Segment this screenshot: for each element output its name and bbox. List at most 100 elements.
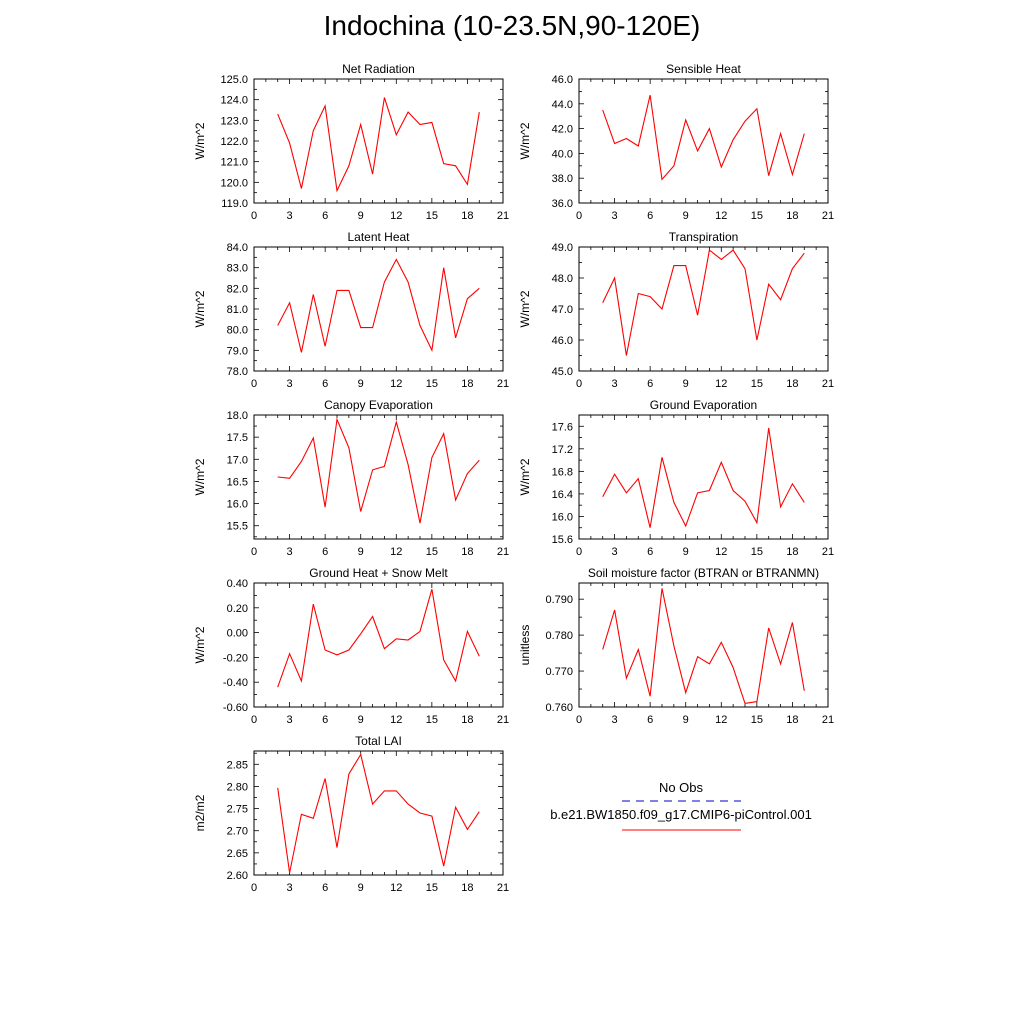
x-tick-label: 3 (612, 714, 618, 726)
y-tick-label: 122.0 (220, 136, 248, 148)
x-tick-label: 21 (822, 546, 834, 558)
x-tick-label: 0 (576, 546, 582, 558)
x-tick-label: 0 (251, 378, 257, 390)
series-line (277, 589, 480, 688)
x-tick-label: 0 (251, 882, 257, 894)
x-tick-label: 15 (426, 210, 438, 222)
y-tick-label: 0.780 (545, 630, 573, 642)
x-tick-label: 6 (322, 378, 328, 390)
y-tick-label: 121.0 (220, 157, 248, 169)
y-tick-label: 84.0 (227, 242, 248, 254)
y-axis-label: W/m^2 (518, 458, 532, 495)
y-axis-label: unitless (518, 625, 532, 666)
y-tick-label: 2.75 (227, 804, 248, 816)
y-tick-label: 0.00 (227, 628, 248, 640)
series-line (277, 258, 480, 353)
x-tick-label: 0 (576, 378, 582, 390)
legend: No Obs b.e21.BW1850.f09_g17.CMIP6-piContr… (550, 780, 812, 831)
y-tick-label: 0.770 (545, 666, 573, 678)
y-tick-label: 119.0 (221, 198, 248, 210)
chart-title: Canopy Evaporation (324, 398, 433, 412)
x-tick-label: 12 (390, 378, 402, 390)
chart-title: Total LAI (355, 734, 402, 748)
x-tick-label: 9 (683, 210, 689, 222)
x-tick-label: 15 (751, 546, 763, 558)
x-tick-label: 18 (461, 882, 473, 894)
y-tick-label: 16.0 (552, 511, 573, 523)
page-title: Indochina (10-23.5N,90-120E) (323, 10, 701, 41)
x-tick-label: 9 (683, 378, 689, 390)
y-tick-label: 17.2 (552, 444, 573, 456)
y-tick-label: 17.6 (552, 421, 573, 433)
x-tick-label: 21 (822, 714, 834, 726)
y-tick-label: 79.0 (227, 345, 248, 357)
y-tick-label: -0.60 (223, 702, 248, 714)
x-tick-label: 9 (358, 546, 364, 558)
x-tick-label: 15 (751, 714, 763, 726)
x-tick-label: 3 (612, 546, 618, 558)
x-tick-label: 6 (647, 210, 653, 222)
chart-title: Sensible Heat (666, 62, 741, 76)
x-tick-label: 9 (683, 714, 689, 726)
y-tick-label: 2.85 (227, 759, 248, 771)
x-tick-label: 15 (426, 882, 438, 894)
series-line (602, 588, 805, 705)
y-tick-label: -0.20 (223, 652, 248, 664)
y-tick-label: 16.4 (552, 489, 573, 501)
x-tick-label: 12 (715, 378, 727, 390)
plot-frame (578, 246, 829, 372)
y-tick-label: 47.0 (552, 304, 573, 316)
y-tick-label: 80.0 (227, 325, 248, 337)
y-tick-label: 82.0 (227, 283, 248, 295)
chart-panel: 0 3 6 9 12 15 18 21 15.5 16.0 16.5 17.0 17.5 18.0 Cano… (193, 398, 509, 558)
y-tick-label: 18.0 (227, 410, 248, 422)
x-tick-label: 6 (647, 378, 653, 390)
y-tick-label: 49.0 (552, 242, 573, 254)
x-tick-label: 6 (322, 546, 328, 558)
x-tick-label: 6 (322, 714, 328, 726)
y-tick-label: 2.70 (227, 826, 248, 838)
y-axis-label: W/m^2 (193, 122, 207, 159)
y-tick-label: 124.0 (220, 95, 248, 107)
y-tick-label: 2.65 (227, 848, 248, 860)
plot-frame (253, 582, 504, 708)
series-line (602, 94, 805, 181)
x-tick-label: 12 (390, 714, 402, 726)
chart-panel: 0 3 6 9 12 15 18 21 -0.60 -0.40 -0.20 0.00 0.20 0.40 G… (193, 566, 509, 726)
y-tick-label: 45.0 (552, 366, 573, 378)
chart-panel: 0 3 6 9 12 15 18 21 15.6 16.0 16.4 16.8 17.2 17.6 Grou… (518, 398, 834, 558)
x-tick-label: 12 (390, 210, 402, 222)
y-tick-label: 125.0 (220, 74, 248, 86)
y-tick-label: 15.6 (552, 534, 573, 546)
x-tick-label: 0 (576, 714, 582, 726)
y-tick-label: 16.5 (227, 476, 248, 488)
series-line (602, 427, 805, 528)
y-tick-label: 48.0 (552, 273, 573, 285)
x-tick-label: 12 (715, 210, 727, 222)
x-tick-label: 3 (287, 882, 293, 894)
y-tick-label: 2.80 (227, 781, 248, 793)
y-axis-label: W/m^2 (193, 290, 207, 327)
plot-frame (578, 78, 829, 204)
x-tick-label: 3 (287, 546, 293, 558)
x-tick-label: 18 (461, 546, 473, 558)
x-tick-label: 9 (683, 546, 689, 558)
x-tick-label: 18 (786, 546, 798, 558)
chart-title: Ground Heat + Snow Melt (309, 566, 448, 580)
x-tick-label: 12 (715, 546, 727, 558)
x-tick-label: 21 (497, 882, 509, 894)
chart-title: Soil moisture factor (BTRAN or BTRANMN) (588, 566, 819, 580)
x-tick-label: 18 (786, 378, 798, 390)
y-tick-label: 46.0 (552, 74, 573, 86)
y-tick-label: 0.40 (227, 578, 248, 590)
y-axis-label: W/m^2 (193, 458, 207, 495)
x-tick-label: 18 (786, 210, 798, 222)
legend-model-label: b.e21.BW1850.f09_g17.CMIP6-piControl.001 (550, 807, 812, 822)
series-line (277, 753, 480, 873)
y-tick-label: 0.760 (545, 702, 573, 714)
x-tick-label: 21 (497, 546, 509, 558)
plot-frame (253, 414, 504, 540)
x-tick-label: 6 (647, 546, 653, 558)
x-tick-label: 12 (715, 714, 727, 726)
y-tick-label: 83.0 (227, 263, 248, 275)
